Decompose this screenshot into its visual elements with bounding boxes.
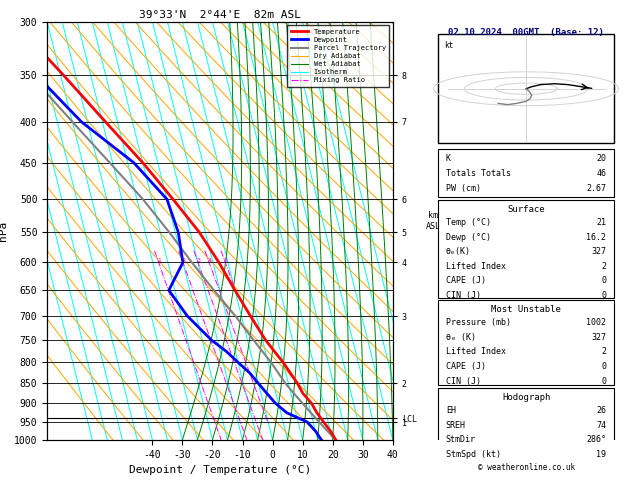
Text: © weatheronline.co.uk: © weatheronline.co.uk [477, 463, 575, 472]
Text: 02.10.2024  00GMT  (Base: 12): 02.10.2024 00GMT (Base: 12) [448, 28, 604, 37]
X-axis label: Dewpoint / Temperature (°C): Dewpoint / Temperature (°C) [129, 465, 311, 475]
Text: StmSpd (kt): StmSpd (kt) [446, 450, 501, 459]
Text: θₑ (K): θₑ (K) [446, 333, 476, 342]
Text: 1002: 1002 [586, 318, 606, 327]
Text: 2: 2 [601, 347, 606, 356]
Text: Dewp (°C): Dewp (°C) [446, 232, 491, 242]
Bar [438, 388, 614, 454]
Text: 2: 2 [601, 262, 606, 271]
Text: Lifted Index: Lifted Index [446, 262, 506, 271]
Bar [438, 300, 614, 385]
Text: 74: 74 [596, 420, 606, 430]
Text: K: K [446, 155, 451, 163]
Text: Surface: Surface [508, 205, 545, 213]
Text: 327: 327 [591, 247, 606, 256]
Text: EH: EH [446, 406, 456, 415]
Y-axis label: hPa: hPa [0, 221, 8, 241]
Text: 20: 20 [596, 155, 606, 163]
Text: Most Unstable: Most Unstable [491, 305, 561, 314]
Text: 26: 26 [596, 406, 606, 415]
Text: 21: 21 [596, 218, 606, 227]
Legend: Temperature, Dewpoint, Parcel Trajectory, Dry Adiabat, Wet Adiabat, Isotherm, Mi: Temperature, Dewpoint, Parcel Trajectory… [287, 25, 389, 87]
Text: 1: 1 [157, 258, 161, 263]
Text: 19: 19 [596, 450, 606, 459]
Text: 0: 0 [601, 277, 606, 285]
Text: kt: kt [444, 41, 454, 50]
Text: Totals Totals: Totals Totals [446, 169, 511, 178]
Text: θₑ(K): θₑ(K) [446, 247, 471, 256]
Text: SREH: SREH [446, 420, 466, 430]
Text: 46: 46 [596, 169, 606, 178]
Text: StmDir: StmDir [446, 435, 476, 444]
Text: 16.2: 16.2 [586, 232, 606, 242]
Text: Lifted Index: Lifted Index [446, 347, 506, 356]
Text: 327: 327 [591, 333, 606, 342]
Text: 2.67: 2.67 [586, 184, 606, 192]
Bar [438, 149, 614, 197]
Text: 0: 0 [601, 291, 606, 300]
Text: 6: 6 [224, 258, 228, 263]
Text: 0: 0 [601, 362, 606, 371]
Bar [438, 200, 614, 298]
Title: 39°33'N  2°44'E  82m ASL: 39°33'N 2°44'E 82m ASL [139, 10, 301, 20]
Text: CAPE (J): CAPE (J) [446, 362, 486, 371]
Y-axis label: km
ASL: km ASL [426, 211, 441, 231]
Text: 286°: 286° [586, 435, 606, 444]
Text: 0: 0 [601, 377, 606, 386]
Text: PW (cm): PW (cm) [446, 184, 481, 192]
Text: 4: 4 [208, 258, 211, 263]
Text: 3: 3 [196, 258, 200, 263]
Text: CIN (J): CIN (J) [446, 291, 481, 300]
Text: CAPE (J): CAPE (J) [446, 277, 486, 285]
Text: 2: 2 [181, 258, 186, 263]
Text: Temp (°C): Temp (°C) [446, 218, 491, 227]
Text: CIN (J): CIN (J) [446, 377, 481, 386]
Bar [438, 35, 614, 143]
Text: Hodograph: Hodograph [502, 393, 550, 401]
Text: Pressure (mb): Pressure (mb) [446, 318, 511, 327]
